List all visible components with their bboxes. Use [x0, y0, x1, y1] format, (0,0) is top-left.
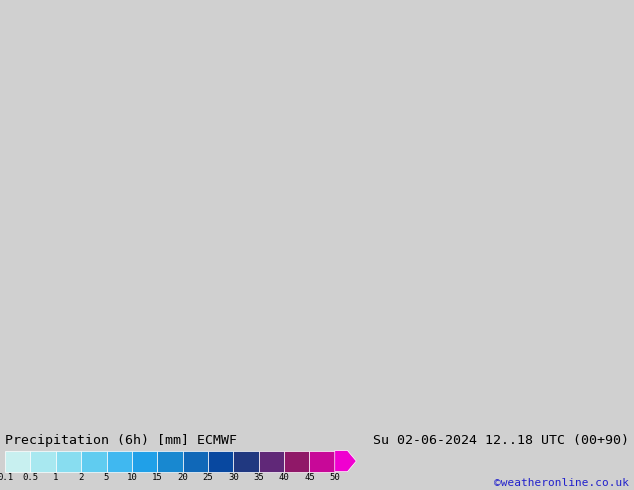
Bar: [5, 450, 30, 472]
Bar: [259, 450, 284, 472]
Bar: [233, 450, 259, 472]
Text: 40: 40: [279, 473, 289, 482]
Bar: [157, 450, 183, 472]
Bar: [183, 450, 208, 472]
Text: 0.1: 0.1: [0, 473, 13, 482]
Text: 50: 50: [330, 473, 340, 482]
Text: 25: 25: [203, 473, 213, 482]
FancyArrow shape: [335, 450, 356, 472]
Text: 5: 5: [104, 473, 109, 482]
Bar: [56, 450, 81, 472]
Text: 1: 1: [53, 473, 58, 482]
Text: 10: 10: [127, 473, 137, 482]
Text: 45: 45: [304, 473, 314, 482]
Bar: [284, 450, 309, 472]
Text: Su 02-06-2024 12..18 UTC (00+90): Su 02-06-2024 12..18 UTC (00+90): [373, 434, 629, 447]
Text: 35: 35: [254, 473, 264, 482]
Text: Precipitation (6h) [mm] ECMWF: Precipitation (6h) [mm] ECMWF: [5, 434, 237, 447]
Bar: [30, 450, 56, 472]
Bar: [81, 450, 107, 472]
Text: 0.5: 0.5: [22, 473, 39, 482]
Text: 2: 2: [79, 473, 84, 482]
Bar: [208, 450, 233, 472]
Bar: [309, 450, 335, 472]
Text: 15: 15: [152, 473, 162, 482]
Bar: [107, 450, 132, 472]
Bar: [132, 450, 157, 472]
Text: ©weatheronline.co.uk: ©weatheronline.co.uk: [494, 478, 629, 488]
Text: 30: 30: [228, 473, 238, 482]
Text: 20: 20: [178, 473, 188, 482]
